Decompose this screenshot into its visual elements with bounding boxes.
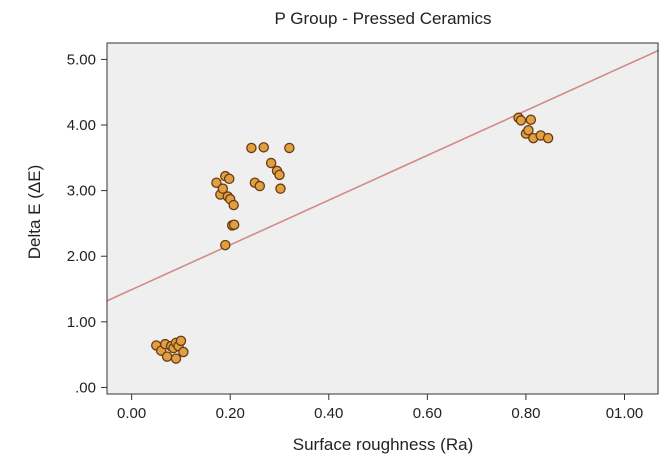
y-tick-label: .00: [75, 379, 96, 396]
y-tick-label: 2.00: [67, 248, 96, 265]
data-point: [275, 183, 286, 194]
data-point: [523, 125, 534, 136]
data-point: [515, 115, 527, 126]
fit-line-layer: [106, 49, 659, 302]
data-point: [217, 183, 229, 194]
data-point: [170, 353, 182, 364]
data-point: [161, 351, 173, 362]
data-point: [175, 335, 187, 347]
data-point: [254, 180, 266, 192]
plot-frame: [106, 42, 659, 395]
plot-area: [107, 43, 659, 394]
x-tick-label: 0.20: [216, 405, 245, 422]
x-axis-title: Surface roughness (Ra): [293, 435, 473, 454]
x-tick-label: 0.00: [117, 405, 146, 422]
x-tick-label: 01.00: [606, 405, 644, 422]
y-tick-label: 1.00: [67, 314, 96, 331]
y-axis-title: Delta E (ΔE): [25, 165, 44, 260]
data-point: [220, 239, 231, 251]
chart-title: P Group - Pressed Ceramics: [275, 9, 492, 28]
y-tick-label: 4.00: [67, 117, 96, 134]
x-tick-label: 0.80: [511, 405, 540, 422]
data-point: [258, 142, 269, 153]
y-tick-label: 5.00: [67, 51, 96, 68]
data-point: [274, 169, 285, 181]
axis-ticks: 0.00 0.20 0.40 0.60 0.80 01.00 .00 1.00 2.00 3.00…: [67, 51, 643, 422]
data-point: [525, 114, 537, 126]
x-tick-label: 0.60: [413, 405, 442, 422]
data-point: [265, 157, 277, 169]
data-point: [542, 132, 554, 144]
data-point: [178, 346, 189, 358]
data-point: [246, 142, 257, 154]
data-point: [228, 219, 240, 230]
data-point: [228, 199, 239, 211]
data-point: [223, 173, 235, 185]
x-tick-label: 0.40: [314, 405, 343, 422]
y-tick-label: 3.00: [67, 183, 96, 200]
data-points: [151, 112, 554, 364]
fit-line: [106, 49, 659, 302]
data-point: [211, 177, 222, 188]
data-point: [284, 142, 295, 154]
